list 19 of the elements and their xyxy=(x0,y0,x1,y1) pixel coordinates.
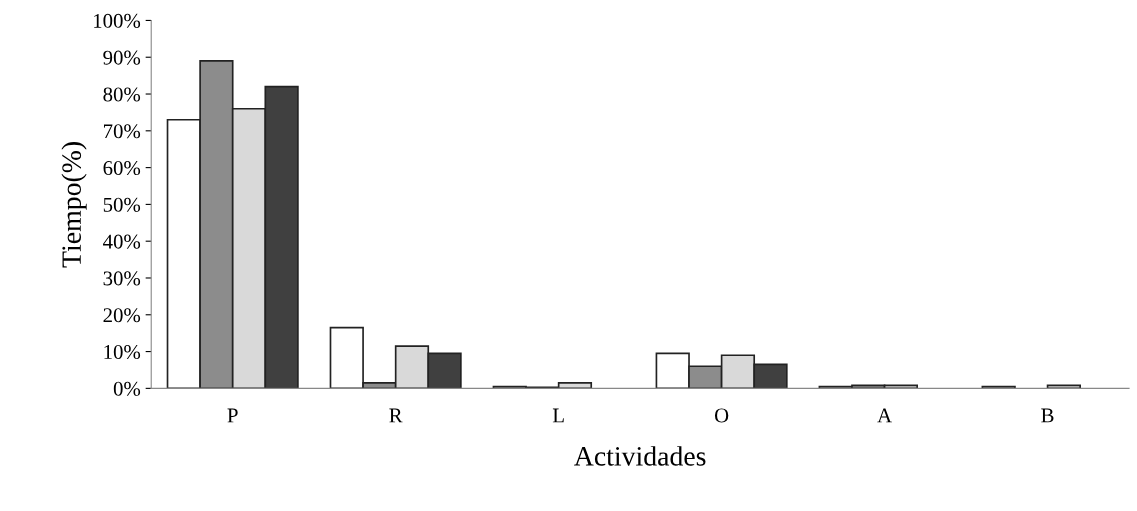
y-tick-label: 0% xyxy=(113,381,141,396)
y-axis-title: Tiempo(%) xyxy=(61,142,87,268)
y-tick-label: 50% xyxy=(103,197,141,212)
y-tick-label: 30% xyxy=(103,271,141,286)
x-tick-label: B xyxy=(1041,408,1054,423)
x-tick-label: R xyxy=(389,408,403,423)
y-tick-label: 10% xyxy=(104,344,141,360)
y-tick-label: 90% xyxy=(103,50,141,65)
x-tick-label: P xyxy=(227,408,238,423)
x-tick-label: L xyxy=(552,408,564,423)
y-tick-label: 60% xyxy=(103,160,141,176)
x-axis-title: Actividades xyxy=(574,446,706,466)
y-tick-label: 70% xyxy=(103,124,141,139)
x-tick-label: A xyxy=(877,408,892,423)
y-tick-label: 80% xyxy=(103,87,141,102)
y-tick-label: 20% xyxy=(103,308,141,323)
y-tick-label: 40% xyxy=(103,234,141,249)
y-tick-label: 100% xyxy=(94,13,141,28)
x-tick-label: O xyxy=(714,408,729,423)
